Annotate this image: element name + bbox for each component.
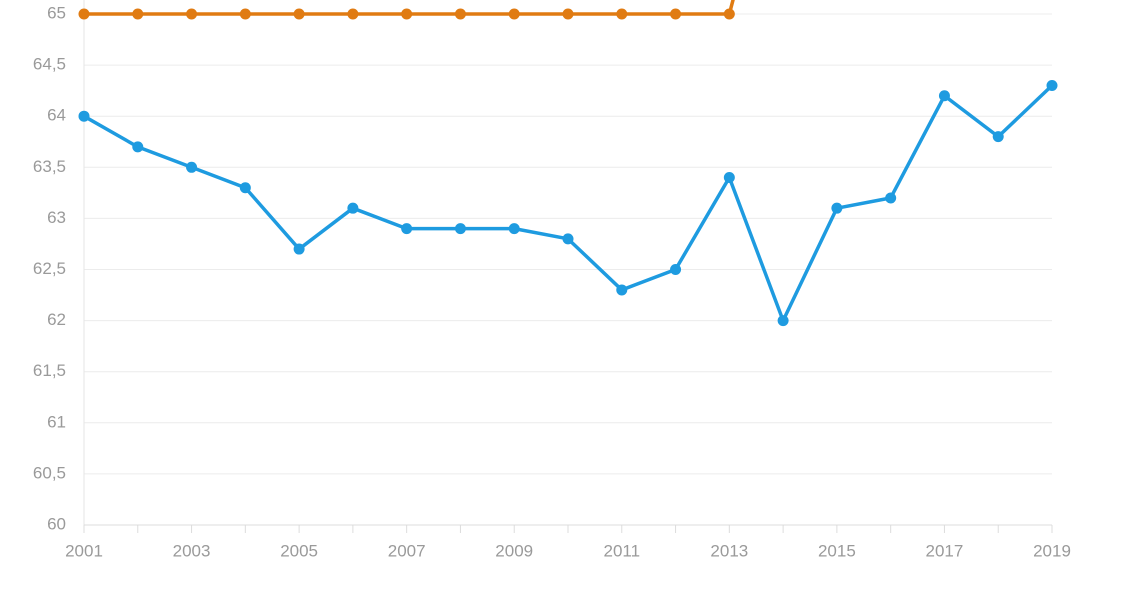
data-point [670,264,682,275]
data-point [562,8,574,20]
data-point [132,141,144,153]
data-point [885,192,897,204]
data-point [401,223,413,235]
series-line [84,0,735,16]
x-tick-label: 2011 [603,541,640,560]
data-point [239,8,251,20]
data-point [992,131,1004,143]
y-tick-label: 61 [47,412,66,431]
y-tick-label: 63,5 [33,157,66,176]
data-point [347,202,359,214]
data-point [616,8,628,20]
data-point [723,8,735,20]
x-tick-label: 2019 [1033,541,1071,560]
data-point [347,8,359,20]
x-tick-label: 2005 [280,541,318,560]
data-point [938,90,950,102]
x-tick-label: 2015 [818,541,856,560]
data-point [78,110,90,122]
data-point [186,161,198,173]
y-tick-label: 63 [47,208,66,227]
data-point [293,243,305,255]
y-tick-label: 62,5 [33,259,66,278]
data-point [1046,80,1058,92]
y-tick-label: 65 [47,3,66,22]
data-point [562,233,574,245]
data-point [132,8,144,20]
data-point [508,8,520,20]
x-tick-label: 2003 [173,541,211,560]
y-tick-label: 60,5 [33,463,66,482]
y-tick-label: 64,5 [33,55,66,74]
y-tick-label: 60 [47,514,66,533]
data-point [508,223,520,235]
series-line [83,84,1054,323]
data-point [293,8,305,20]
data-point [78,8,90,20]
data-point [616,284,628,296]
y-tick-label: 64 [47,106,66,125]
y-tick-label: 61,5 [33,361,66,380]
data-point [239,182,251,194]
y-tick-label: 62 [47,310,66,329]
data-point [777,315,789,327]
x-tick-label: 2013 [710,541,748,560]
data-point [401,8,413,20]
x-tick-label: 2007 [388,541,426,560]
data-point [186,8,198,20]
x-tick-label: 2001 [65,541,103,560]
data-point [723,172,735,184]
data-point [454,223,466,235]
x-tick-label: 2009 [495,541,533,560]
data-point [670,8,682,20]
x-tick-label: 2017 [926,541,964,560]
plot-area [78,0,1058,327]
data-point [831,202,843,214]
data-point [454,8,466,20]
